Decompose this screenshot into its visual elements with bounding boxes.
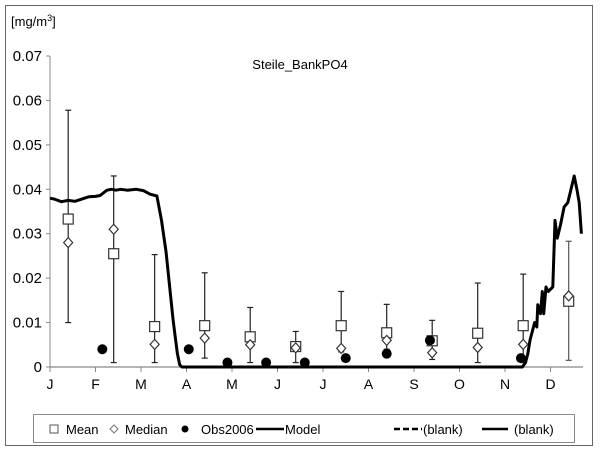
x-tick-label: J [47, 376, 54, 392]
x-tick-label: M [226, 376, 238, 392]
x-tick-label: A [182, 376, 192, 392]
x-tick-label: D [545, 376, 555, 392]
mean-marker [149, 320, 161, 333]
x-tick-label: J [320, 376, 327, 392]
median-marker [426, 346, 438, 359]
obs2006-marker [424, 335, 435, 346]
y-tick-label: 0.03 [13, 226, 42, 243]
median-marker [108, 223, 120, 236]
legend [33, 414, 575, 443]
mean-marker [62, 213, 74, 225]
y-tick-label: 0.02 [13, 270, 42, 287]
y-tick-label: 0.07 [13, 48, 42, 65]
y-tick-label: 0 [34, 359, 42, 376]
median-marker [563, 290, 575, 302]
y-tick-label: 0.04 [13, 181, 42, 198]
y-tick-label: 0.05 [13, 137, 42, 154]
x-tick-label: M [135, 376, 147, 392]
chart-frame [5, 5, 593, 446]
y-axis-label: [mg/m3] [11, 13, 56, 29]
x-tick-label: O [454, 376, 465, 392]
median-marker [335, 342, 347, 355]
obs2006-marker [183, 344, 194, 355]
median-marker [199, 332, 211, 345]
median-marker [472, 341, 484, 354]
obs2006-marker [340, 353, 351, 364]
x-tick-label: S [409, 376, 418, 392]
x-tick-label: F [91, 376, 100, 392]
median-marker [62, 236, 74, 249]
x-tick-label: A [364, 376, 374, 392]
mean-marker [199, 320, 211, 332]
obs2006-marker [261, 357, 272, 368]
mean-marker [335, 320, 347, 332]
model-line [49, 174, 583, 369]
median-marker [149, 338, 160, 351]
median-marker [244, 338, 256, 351]
chart-title: Steile_BankPO4 [252, 57, 347, 72]
obs2006-marker [222, 357, 233, 368]
y-tick-label: 0.06 [13, 92, 42, 109]
y-tick-label: 0.01 [13, 315, 42, 332]
mean-marker [108, 248, 120, 260]
obs2006-marker [97, 344, 108, 355]
median-marker [290, 341, 302, 354]
obs2006-marker [299, 357, 310, 368]
mean-marker [472, 327, 484, 339]
x-tick-label: J [274, 376, 281, 392]
x-tick-label: N [500, 376, 510, 392]
median-marker [517, 338, 529, 351]
obs2006-marker [515, 353, 526, 364]
median-marker [381, 334, 393, 347]
obs2006-marker [381, 348, 392, 359]
mean-marker [517, 320, 529, 332]
